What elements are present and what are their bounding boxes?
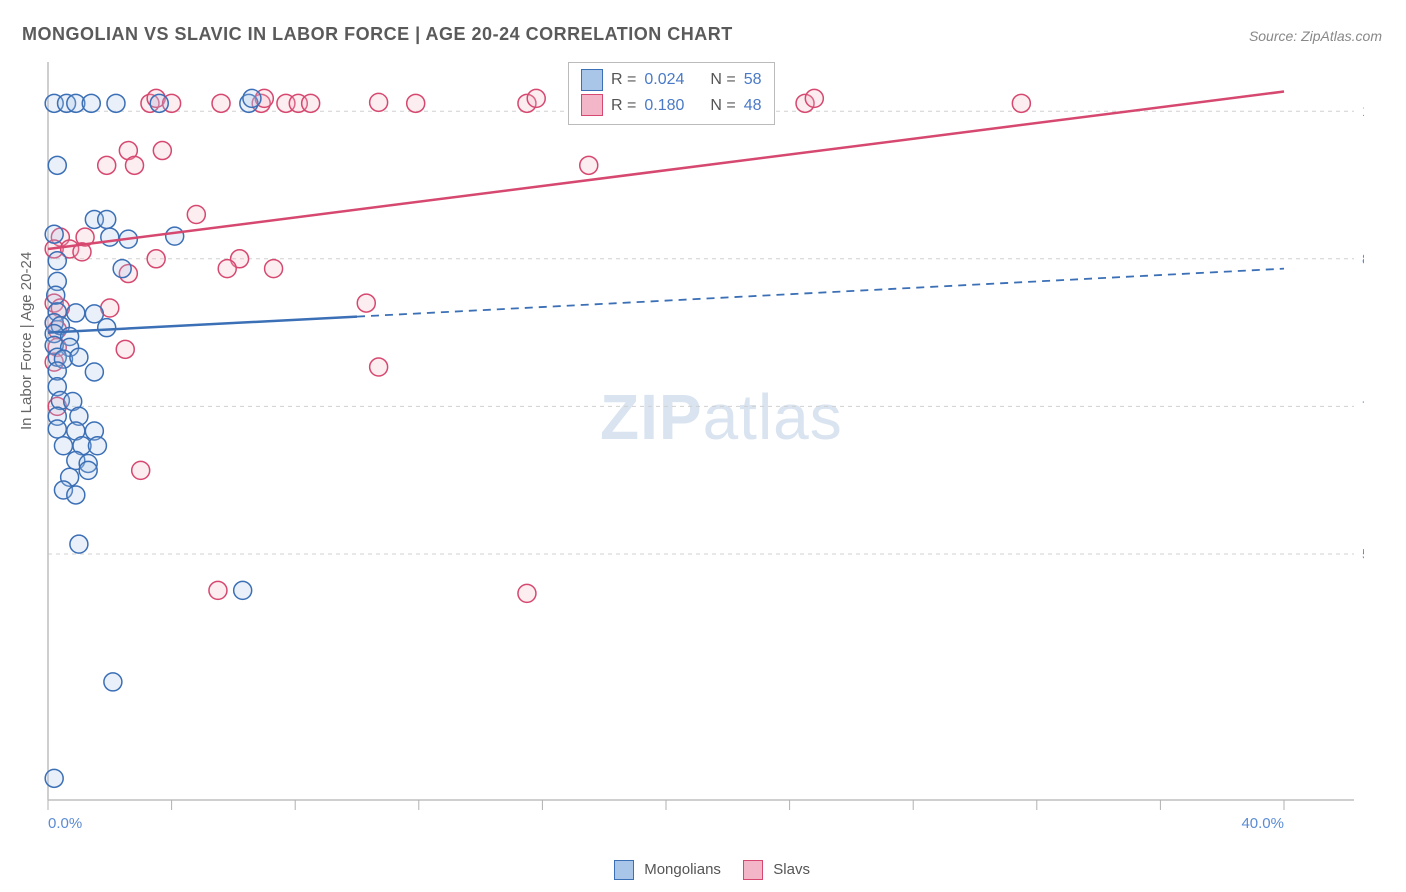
svg-text:100.0%: 100.0% <box>1362 103 1364 120</box>
swatch-slavs <box>581 94 603 116</box>
swatch-mongolians <box>581 69 603 91</box>
svg-text:85.0%: 85.0% <box>1362 251 1364 268</box>
chart-container: MONGOLIAN VS SLAVIC IN LABOR FORCE | AGE… <box>0 0 1406 892</box>
stats-row-slavs: R = 0.180 N = 48 <box>581 93 762 119</box>
r-value-slavs: 0.180 <box>644 93 684 119</box>
n-value-mongolians: 58 <box>744 67 762 93</box>
stats-row-mongolians: R = 0.024 N = 58 <box>581 67 762 93</box>
legend-label-mongolians: Mongolians <box>644 861 721 878</box>
legend-swatch-mongolians <box>614 860 634 880</box>
svg-text:40.0%: 40.0% <box>1241 815 1284 832</box>
svg-text:70.0%: 70.0% <box>1362 398 1364 415</box>
legend-swatch-slavs <box>743 860 763 880</box>
svg-text:0.0%: 0.0% <box>48 815 82 832</box>
chart-title: MONGOLIAN VS SLAVIC IN LABOR FORCE | AGE… <box>22 24 733 45</box>
source-label: Source: ZipAtlas.com <box>1249 28 1382 44</box>
legend-bottom: Mongolians Slavs <box>0 860 1406 880</box>
legend-label-slavs: Slavs <box>773 861 810 878</box>
svg-text:55.0%: 55.0% <box>1362 546 1364 563</box>
scatter-chart: 55.0% 70.0% 85.0% 100.0% 0.0% 40.0% <box>44 60 1364 840</box>
r-value-mongolians: 0.024 <box>644 67 684 93</box>
y-axis-title: In Labor Force | Age 20-24 <box>18 252 35 430</box>
n-value-slavs: 48 <box>744 93 762 119</box>
stats-box: R = 0.024 N = 58 R = 0.180 N = 48 <box>568 62 775 125</box>
